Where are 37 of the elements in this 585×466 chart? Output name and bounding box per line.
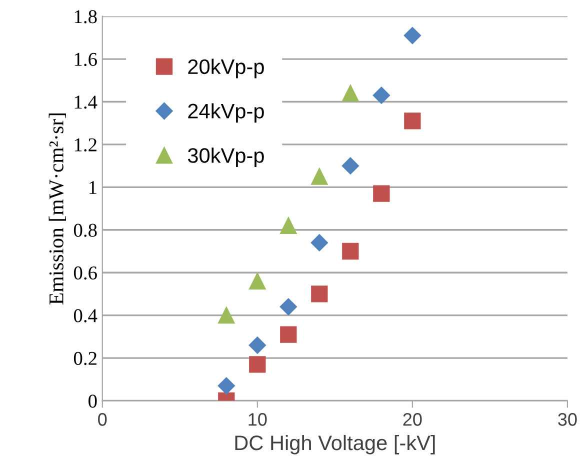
y-tick-label: 1.4 bbox=[74, 96, 98, 109]
point bbox=[248, 336, 266, 354]
point bbox=[372, 86, 390, 104]
y-tick-label: 1.2 bbox=[74, 138, 96, 152]
point bbox=[280, 326, 297, 343]
point bbox=[218, 306, 235, 324]
legend-label: 24kVp-p bbox=[188, 103, 264, 123]
y-tick-label: 1.8 bbox=[74, 10, 97, 24]
point bbox=[311, 168, 328, 185]
x-tick-label: 30 bbox=[558, 413, 577, 426]
y-tick-label: 0 bbox=[88, 394, 97, 408]
point bbox=[249, 272, 266, 290]
point bbox=[280, 217, 297, 234]
point bbox=[310, 234, 328, 252]
y-tick-label: 0.6 bbox=[74, 266, 97, 280]
point bbox=[218, 377, 235, 394]
y-tick-label: 1.6 bbox=[74, 52, 97, 66]
point bbox=[342, 84, 359, 102]
point bbox=[373, 185, 390, 202]
y-axis-title: Emission [mW·cm²·sr] bbox=[48, 114, 66, 304]
point bbox=[249, 356, 266, 373]
point bbox=[342, 157, 359, 174]
x-tick-label: 10 bbox=[248, 413, 267, 426]
point bbox=[342, 242, 359, 260]
y-tick-label: 0.4 bbox=[74, 309, 98, 322]
x-axis-title: DC High Voltage [-kV] bbox=[235, 434, 435, 454]
legend-label: 20kVp-p bbox=[188, 58, 264, 78]
point bbox=[404, 26, 421, 44]
y-tick-label: 0.8 bbox=[74, 224, 97, 237]
x-tick-label: 0 bbox=[98, 413, 107, 426]
point bbox=[311, 286, 328, 302]
y-tick-label: 1 bbox=[90, 181, 96, 194]
y-tick-label: 0.2 bbox=[74, 352, 96, 366]
point bbox=[280, 298, 297, 316]
x-tick-label: 20 bbox=[403, 413, 422, 426]
point bbox=[404, 112, 421, 130]
legend-label: 30kVp-p bbox=[188, 148, 264, 168]
